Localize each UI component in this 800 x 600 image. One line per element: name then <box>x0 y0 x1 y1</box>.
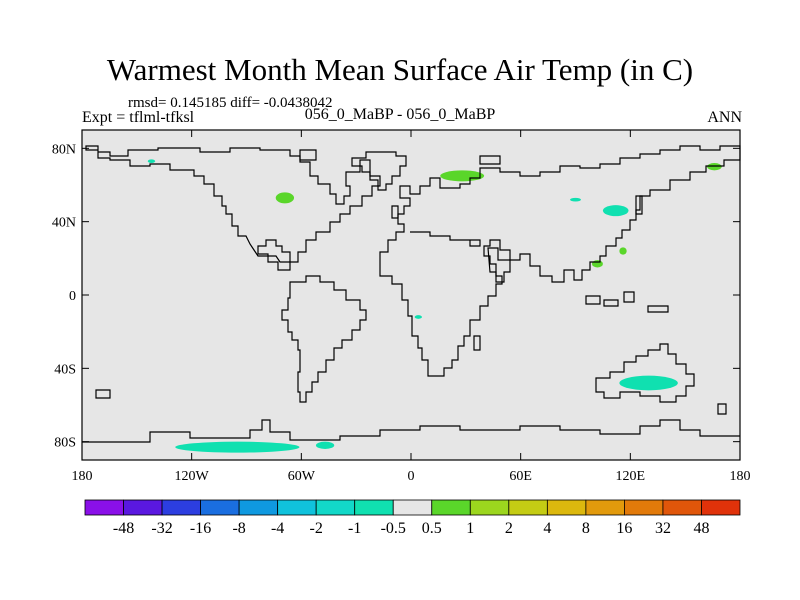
lat-tick-label-3: 40S <box>54 362 76 377</box>
coastline-madagascar <box>473 335 481 351</box>
colorbar-label-8: 0.5 <box>422 520 442 537</box>
anomaly-region-7 <box>175 441 300 453</box>
colorbar-label-15: 48 <box>693 520 709 537</box>
lon-tick-label-4: 60E <box>509 469 532 484</box>
colorbar-swatch-14 <box>624 499 664 516</box>
lat-tick-label-2: 0 <box>69 289 76 304</box>
lon-tick-label-0: 180 <box>72 469 93 484</box>
colorbar-label-6: -1 <box>348 520 361 537</box>
colorbar-label-13: 16 <box>616 520 632 537</box>
rmsd-diff-stats: rmsd= 0.145185 diff= -0.0438042 <box>128 95 333 111</box>
coastline-indonesia <box>585 291 669 313</box>
anomaly-region-9 <box>147 159 156 164</box>
anomaly-region-3 <box>619 247 627 255</box>
colorbar-swatch-4 <box>238 499 279 516</box>
plot-title: Warmest Month Mean Surface Air Temp (in … <box>106 52 694 87</box>
anomaly-region-2 <box>591 260 603 268</box>
coastline-greenland <box>351 151 407 191</box>
colorbar-label-5: -2 <box>310 520 323 537</box>
colorbar-swatch-15 <box>662 499 702 516</box>
colorbar-label-4: -4 <box>271 520 284 537</box>
colorbar-swatch-5 <box>277 499 317 516</box>
lat-tick-label-4: 80S <box>54 436 76 451</box>
coastline-arabia <box>487 247 511 283</box>
anomaly-region-6 <box>619 375 678 391</box>
colorbar-swatch-16 <box>701 499 741 516</box>
lat-tick-label-0: 80N <box>52 142 76 157</box>
anomaly-region-5 <box>602 205 629 217</box>
lon-tick-label-1: 120W <box>175 469 210 484</box>
lon-tick-label-5: 120E <box>616 469 646 484</box>
colorbar-swatch-3 <box>200 499 240 516</box>
colorbar-swatch-2 <box>161 499 201 516</box>
colorbar-swatch-1 <box>123 499 163 516</box>
colorbar-swatch-7 <box>354 499 394 516</box>
colorbar: -48 -32 -16 -8 -4 -2 -1 -0.5 0.5 1 2 4 8 16 32 48 <box>84 499 741 537</box>
anomaly-region-4 <box>707 163 722 171</box>
anomaly-region-1 <box>440 170 485 182</box>
lat-tick-label-1: 40N <box>52 216 76 231</box>
colorbar-swatch-6 <box>315 499 356 516</box>
colorbar-label-14: 32 <box>655 520 671 537</box>
colorbar-label-10: 2 <box>505 520 513 537</box>
lon-tick-label-6: 180 <box>730 469 751 484</box>
colorbar-label-0: -48 <box>113 520 134 537</box>
colorbar-swatch-12 <box>546 499 587 516</box>
coastline-antarctica <box>82 419 740 443</box>
coastlines <box>82 145 741 443</box>
lon-tick-label-3: 0 <box>408 469 415 484</box>
map-background <box>82 130 740 460</box>
colorbar-label-11: 4 <box>543 520 551 537</box>
colorbar-swatch-9 <box>431 499 471 516</box>
colorbar-swatch-8 <box>392 499 433 516</box>
colorbar-swatch-11 <box>508 499 548 516</box>
colorbar-label-3: -8 <box>232 520 245 537</box>
longitude-ticks: 180 120W 60W 0 60E 120E 180 <box>72 130 751 484</box>
anomaly-region-10 <box>570 197 581 202</box>
coastline-mediterranean <box>410 231 481 247</box>
latitude-ticks: 80N 40N 0 40S 80S <box>52 142 740 451</box>
anomaly-region-11 <box>414 315 422 319</box>
lon-tick-label-2: 60W <box>288 469 316 484</box>
colorbar-label-1: -32 <box>151 520 172 537</box>
colorbar-label-12: 8 <box>582 520 590 537</box>
experiment-label: Expt = tflml-tfksl <box>82 109 195 126</box>
anomaly-region-8 <box>315 441 335 450</box>
coastline-british-isles <box>391 205 399 219</box>
colorbar-swatch-13 <box>585 499 625 516</box>
anomaly-region-0 <box>275 192 295 204</box>
season-label: ANN <box>707 109 742 126</box>
colorbar-swatch-0 <box>84 499 124 516</box>
coastline-new-zealand <box>717 403 727 415</box>
colorbar-swatch-10 <box>469 499 510 516</box>
colorbar-label-2: -16 <box>190 520 211 537</box>
coastline-eurasia-africa <box>379 145 741 377</box>
coastline-australia <box>595 343 695 403</box>
colorbar-label-9: 1 <box>466 520 474 537</box>
comparison-label: 056_0_MaBP - 056_0_MaBP <box>304 106 496 123</box>
coastline-south-america <box>281 275 367 403</box>
colorbar-label-7: -0.5 <box>381 520 406 537</box>
coastline-japan <box>635 195 643 215</box>
coastline-arctic-islands <box>95 149 501 399</box>
